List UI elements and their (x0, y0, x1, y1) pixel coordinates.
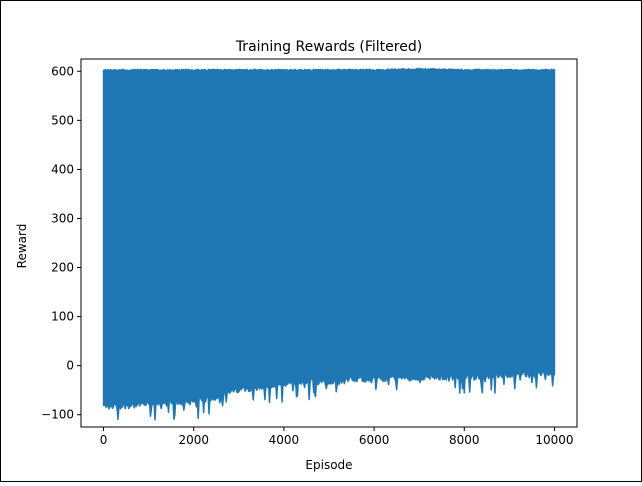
plot-area (102, 67, 556, 421)
y-tick-label: −100 (41, 408, 74, 422)
y-tick-label: 600 (51, 64, 74, 78)
reward-series-line (102, 67, 556, 421)
y-tick-label: 0 (66, 359, 74, 373)
axes-frame (80, 58, 578, 428)
y-tick-label: 500 (51, 113, 74, 127)
x-tick-label: 2000 (178, 433, 209, 447)
y-tick-label: 300 (51, 211, 74, 225)
x-axis-ticks: 0 2000 4000 6000 8000 10000 (100, 427, 574, 447)
x-axis-label: Episode (305, 458, 352, 472)
x-tick-label: 8000 (449, 433, 480, 447)
x-tick-label: 4000 (269, 433, 300, 447)
y-axis-ticks: −100 0 100 200 300 400 500 600 (41, 64, 81, 422)
y-tick-label: 400 (51, 162, 74, 176)
chart-title: Training Rewards (Filtered) (235, 39, 422, 55)
y-axis-label: Reward (15, 224, 29, 269)
x-tick-label: 6000 (359, 433, 390, 447)
x-tick-label: 0 (100, 433, 108, 447)
y-tick-label: 100 (51, 310, 74, 324)
x-tick-label: 10000 (535, 433, 573, 447)
y-tick-label: 200 (51, 261, 74, 275)
